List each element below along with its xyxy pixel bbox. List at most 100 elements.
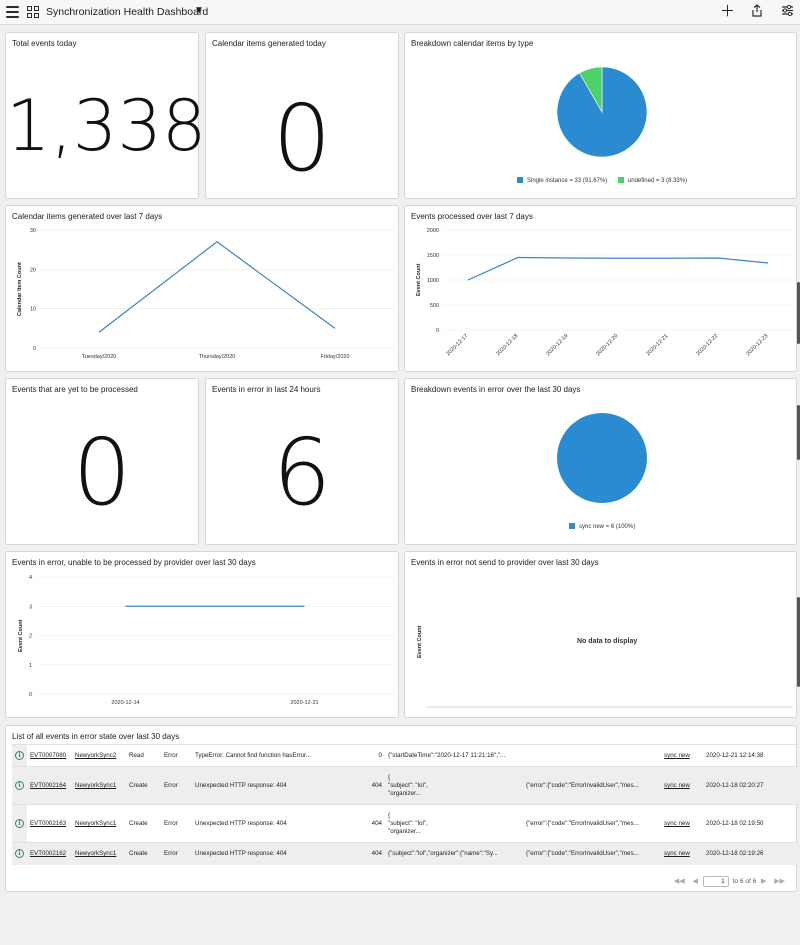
events-7days-line-chart: 0 500 1000 1500 2000 2020-12-17 2020-12-18 2020… bbox=[427, 228, 793, 357]
y-tick-label: 1000 bbox=[427, 278, 439, 284]
pie-legend: sync new = 6 (100%) bbox=[569, 523, 635, 530]
y-tick-label: 500 bbox=[430, 303, 439, 309]
updated-cell: 2020-12-18 02:19:50 bbox=[703, 804, 799, 843]
action-cell: Create bbox=[126, 766, 161, 805]
info-icon[interactable]: i bbox=[15, 819, 24, 828]
request-cell: { "subject": "lol", "organizer... bbox=[385, 766, 523, 805]
scrollbar[interactable] bbox=[797, 405, 800, 460]
class-link[interactable]: sync new bbox=[664, 782, 690, 789]
top-bar: Synchronization Health Dashboard ▼ ＋ bbox=[0, 0, 800, 25]
x-tick-label: 2020-12-19 bbox=[545, 333, 569, 357]
card-title: Total events today bbox=[12, 39, 77, 48]
x-tick-label: 2020-12-18 bbox=[495, 333, 519, 357]
event-id-link[interactable]: EVT0002164 bbox=[30, 782, 67, 789]
x-tick-label: 2020-12-20 bbox=[595, 333, 619, 357]
y-tick-label: 0 bbox=[29, 692, 32, 698]
chevron-down-icon[interactable]: ▼ bbox=[194, 5, 204, 16]
error-events-table: i EVT0007080 NewyorkSync2 Read Error Typ… bbox=[12, 744, 799, 865]
x-tick-label: 2020-12-17 bbox=[445, 333, 469, 357]
share-icon[interactable] bbox=[751, 4, 763, 22]
class-link[interactable]: sync new bbox=[664, 820, 690, 827]
errors-provider-line-chart: 0 1 2 3 4 2020-12-14 2020-12-21 bbox=[29, 575, 394, 706]
state-cell: Error bbox=[161, 804, 192, 843]
event-id-link[interactable]: EVT0007080 bbox=[30, 752, 67, 759]
prev-page-icon[interactable]: ◀ bbox=[692, 878, 698, 886]
table-row: i EVT0002164 NewyorkSync1 Create Error U… bbox=[12, 766, 799, 805]
request-cell: {"subject":"lol","organizer":{"name":"Sy… bbox=[385, 842, 523, 865]
page-number-input[interactable]: 1 bbox=[702, 876, 729, 887]
y-tick-label: 3 bbox=[29, 604, 32, 610]
event-id-link[interactable]: EVT0002162 bbox=[30, 850, 67, 858]
calendar-items-today-value: 0 bbox=[272, 85, 332, 192]
code-cell: 404 bbox=[352, 842, 385, 865]
class-link[interactable]: sync new bbox=[664, 752, 690, 759]
code-cell: 404 bbox=[352, 766, 385, 805]
target-link[interactable]: NewyorkSync1 bbox=[75, 820, 117, 827]
event-id-link[interactable]: EVT0002163 bbox=[30, 820, 67, 827]
action-cell: Create bbox=[126, 842, 161, 865]
breakdown-type-card: Breakdown calendar items by type Single … bbox=[404, 32, 797, 199]
no-data-message: No data to display bbox=[577, 638, 638, 645]
info-icon[interactable]: i bbox=[15, 849, 24, 859]
x-tick-label: 2020-12-21 bbox=[645, 333, 669, 357]
target-link[interactable]: NewyorkSync1 bbox=[75, 782, 117, 789]
grid-icon[interactable] bbox=[27, 6, 39, 18]
card-title: Events that are yet to be processed bbox=[12, 385, 138, 394]
target-link[interactable]: NewyorkSync1 bbox=[75, 850, 117, 858]
total-events-value: 1,338 bbox=[6, 85, 207, 167]
code-cell: 404 bbox=[352, 804, 385, 843]
state-cell: Error bbox=[161, 766, 192, 805]
calendar-items-today-card: Calendar items generated today 0 bbox=[205, 32, 399, 199]
y-tick-label: 0 bbox=[436, 328, 439, 334]
yet-to-process-card: Events that are yet to be processed 0 bbox=[5, 378, 199, 545]
class-link[interactable]: sync new bbox=[664, 850, 690, 858]
y-tick-label: 0 bbox=[33, 346, 36, 352]
x-tick-label: 2020-12-21 bbox=[290, 700, 318, 706]
errors-not-sent-card: Events in error not send to provider ove… bbox=[404, 551, 797, 718]
last-page-icon[interactable]: ▶▶ bbox=[774, 878, 785, 886]
errors-24h-card: Events in error in last 24 hours 6 bbox=[205, 378, 399, 545]
legend-swatch bbox=[569, 523, 575, 529]
errors-24h-value: 6 bbox=[272, 419, 332, 526]
info-icon[interactable]: i bbox=[15, 781, 24, 790]
page-range-label: to 6 of 6 bbox=[732, 878, 757, 886]
pie-legend: Single instance = 33 (91.67%) undefined … bbox=[517, 177, 687, 184]
pie-slice bbox=[579, 66, 603, 114]
pie-slice bbox=[557, 413, 647, 503]
y-tick-label: 20 bbox=[30, 267, 36, 273]
menu-icon[interactable] bbox=[6, 6, 19, 18]
plus-icon[interactable]: ＋ bbox=[720, 3, 736, 20]
card-title: Calendar items generated today bbox=[212, 39, 326, 48]
card-title: Calendar items generated over last 7 day… bbox=[12, 212, 163, 221]
card-title: List of all events in error state over l… bbox=[12, 732, 180, 741]
target-link[interactable]: NewyorkSync2 bbox=[75, 752, 117, 759]
next-page-icon[interactable]: ▶ bbox=[761, 878, 767, 886]
response-cell: {"error":{"code":"ErrorInvalidUser","mes… bbox=[523, 842, 661, 865]
request-cell: { "subject": "lol", "organizer... bbox=[385, 804, 523, 843]
response-cell bbox=[523, 744, 661, 767]
calendar-7days-card: Calendar items generated over last 7 day… bbox=[5, 205, 399, 372]
breakdown-errors-pie-chart bbox=[557, 413, 647, 503]
first-page-icon[interactable]: ◀◀ bbox=[673, 878, 685, 886]
info-icon[interactable]: i bbox=[15, 751, 24, 760]
legend-item: undefined = 3 (8.33%) bbox=[627, 178, 688, 184]
y-tick-label: 2000 bbox=[427, 228, 439, 234]
breakdown-errors-card: Breakdown events in error over the last … bbox=[404, 378, 797, 545]
state-cell: Error bbox=[161, 842, 192, 865]
card-title: Events in error, unable to be processed … bbox=[12, 558, 256, 567]
dashboard-title: Synchronization Health Dashboard bbox=[46, 6, 209, 18]
y-tick-label: 1500 bbox=[427, 253, 439, 259]
calendar-7days-line-chart: 0 10 20 30 Tuesday/2020 Thursday/2020 Friday/2… bbox=[30, 228, 394, 360]
updated-cell: 2020-12-18 02:20:27 bbox=[703, 766, 799, 805]
card-title: Breakdown events in error over the last … bbox=[411, 385, 581, 394]
scrollbar[interactable] bbox=[797, 282, 800, 344]
pagination: ◀◀ ◀ 1 to 6 of 6 ▶ ▶▶ bbox=[671, 876, 788, 887]
settings-sliders-icon[interactable] bbox=[781, 4, 794, 22]
errors-not-sent-axis bbox=[427, 706, 793, 708]
errors-provider-card: Events in error, unable to be processed … bbox=[5, 551, 399, 718]
x-tick-label: 2020-12-14 bbox=[111, 700, 139, 706]
events-7days-card: Events processed over last 7 days Event … bbox=[404, 205, 797, 372]
table-row: i EVT0007080 NewyorkSync2 Read Error Typ… bbox=[12, 744, 799, 767]
y-tick-label: 1 bbox=[29, 663, 32, 669]
scrollbar[interactable] bbox=[797, 597, 800, 687]
